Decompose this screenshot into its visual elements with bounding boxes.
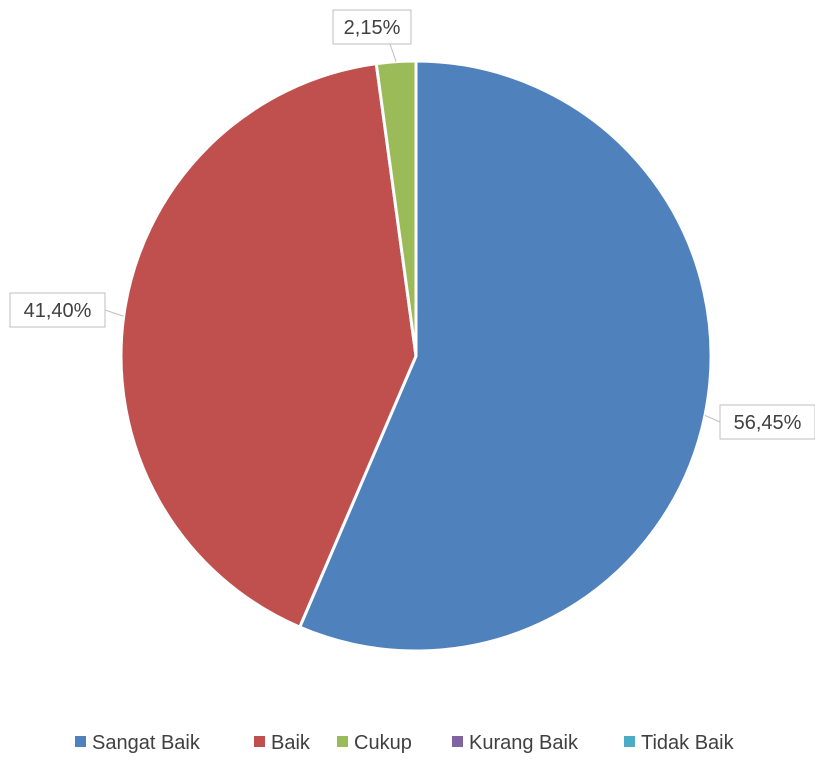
- legend-label: Kurang Baik: [469, 732, 579, 754]
- legend-item-cukup: Cukup: [337, 732, 412, 754]
- label-leaders: [104, 43, 721, 423]
- legend-label: Sangat Baik: [92, 732, 201, 754]
- legend-swatch: [75, 736, 86, 747]
- legend-swatch: [254, 736, 265, 747]
- data-label-text: 41,40%: [24, 300, 92, 322]
- legend: Sangat Baik Baik Cukup Kurang Baik Tidak Bai…: [75, 732, 735, 754]
- data-label-text: 2,15%: [344, 17, 401, 39]
- data-label-text: 56,45%: [734, 412, 802, 434]
- legend-label: Tidak Baik: [641, 732, 735, 754]
- legend-label: Baik: [271, 732, 311, 754]
- data-label-sangat-baik: 56,45%: [719, 404, 815, 440]
- data-label-cukup: 2,15%: [332, 9, 412, 45]
- data-label-baik: 41,40%: [9, 292, 106, 328]
- legend-item-kurang-baik: Kurang Baik: [452, 732, 579, 754]
- legend-swatch: [337, 736, 348, 747]
- data-label-box: [719, 404, 815, 440]
- data-label-box: [332, 9, 412, 45]
- label-leader-baik: [104, 309, 124, 317]
- legend-item-sangat-baik: Sangat Baik: [75, 732, 201, 754]
- data-labels: 56,45% 41,40% 2,15%: [9, 9, 815, 440]
- legend-swatch: [624, 736, 635, 747]
- legend-item-baik: Baik: [254, 732, 311, 754]
- label-leader-sangat-baik: [704, 414, 721, 423]
- pie-slices: [119, 59, 713, 653]
- pie-slice-baik: [119, 61, 418, 630]
- data-label-box: [9, 292, 106, 328]
- legend-label: Cukup: [354, 732, 412, 754]
- label-leader-cukup: [389, 43, 397, 62]
- legend-item-tidak-baik: Tidak Baik: [624, 732, 735, 754]
- legend-swatch: [452, 736, 463, 747]
